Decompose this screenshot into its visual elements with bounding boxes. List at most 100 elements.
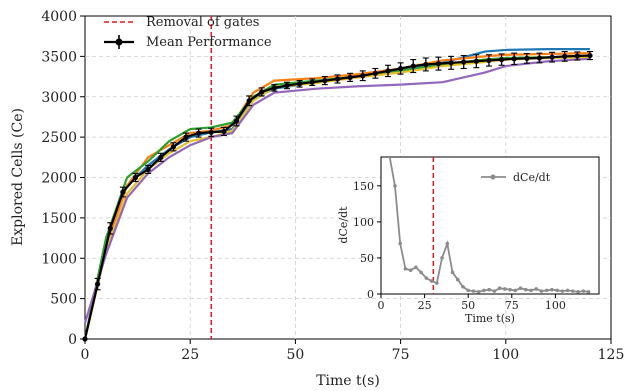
inset-plot: 0 25 50 75 100 0 50 100 150 Time t(s) dCe/dt dC… <box>337 156 600 325</box>
mean-point <box>284 82 290 89</box>
inset-rate-point <box>487 287 491 292</box>
mean-point <box>562 53 568 59</box>
inset-x-axis-label: Time t(s) <box>465 312 515 325</box>
mean-point <box>385 68 391 74</box>
main-x-tick-label: 100 <box>492 347 519 363</box>
inset-y-tick-label: 150 <box>353 180 374 193</box>
inset-rate-point <box>476 290 481 294</box>
mean-point <box>372 70 378 76</box>
inset-x-ticks: 0 25 50 75 100 <box>378 294 566 312</box>
run-line-5 <box>83 57 591 324</box>
mean-point <box>132 174 139 181</box>
main-x-ticks: 0 25 50 75 100 125 <box>81 339 624 363</box>
mean-point <box>498 57 505 63</box>
main-x-tick-label: 25 <box>181 347 199 363</box>
inset-rate-point <box>408 268 413 273</box>
mean-point <box>347 74 353 80</box>
mean-point <box>259 89 265 95</box>
mean-point <box>233 118 240 124</box>
mean-point <box>271 85 277 91</box>
inset-x-tick-label: 0 <box>378 299 385 312</box>
mean-point <box>524 55 530 61</box>
inset-legend-label: dCe/dt <box>513 171 551 184</box>
mean-point <box>574 53 580 59</box>
inset-rate-point <box>544 288 549 293</box>
inset-rate-point <box>466 288 471 293</box>
inset-rate-point <box>555 288 559 293</box>
main-y-axis-label: Explored Cells (Ce) <box>10 108 26 246</box>
main-y-tick-label: 2500 <box>41 130 77 146</box>
inset-y-ticks: 0 50 100 150 <box>353 180 381 301</box>
inset-rate-point <box>419 270 423 275</box>
main-runs <box>83 48 591 340</box>
inset-rate-point <box>508 287 512 292</box>
mean-point <box>549 54 555 60</box>
legend-vline-label: Removal of gates <box>146 15 259 30</box>
inset-rate-point <box>518 286 523 291</box>
mean-point <box>536 55 543 61</box>
mean-point <box>461 59 467 65</box>
inset-rate-point <box>560 289 565 293</box>
run-line-2 <box>83 52 590 340</box>
inset-rate-point <box>534 287 539 291</box>
inset-legend: dCe/dt <box>481 171 551 184</box>
inset-rate-point <box>492 289 497 293</box>
mean-point <box>410 63 416 69</box>
inset-rate-point <box>450 270 455 275</box>
main-y-tick-label: 0 <box>68 332 77 348</box>
inset-x-tick-label: 100 <box>545 299 566 312</box>
inset-rate-point <box>393 184 397 188</box>
mean-point <box>158 154 164 160</box>
mean-point <box>587 52 593 59</box>
inset-x-tick-label: 75 <box>505 299 519 312</box>
main-y-tick-label: 3000 <box>41 90 77 106</box>
main-y-tick-label: 4000 <box>41 9 77 25</box>
main-mean-series <box>82 50 593 342</box>
mean-point <box>208 129 214 135</box>
mean-point <box>170 144 176 150</box>
mean-point <box>486 57 492 64</box>
inset-series <box>388 156 591 294</box>
inset-rate-point <box>503 287 507 291</box>
main-x-tick-label: 50 <box>286 347 304 363</box>
inset-rate-point <box>429 279 434 283</box>
main-legend: Removal of gates Mean Performance <box>104 15 272 50</box>
inset-y-tick-label: 50 <box>360 252 374 265</box>
mean-point <box>183 134 189 140</box>
mean-point <box>360 73 366 79</box>
inset-rate-point <box>424 276 429 280</box>
inset-y-tick-label: 0 <box>367 288 374 301</box>
mean-point <box>297 81 303 87</box>
mean-point <box>95 281 101 287</box>
inset-rate-point <box>461 284 465 289</box>
inset-rate-point <box>440 256 444 260</box>
inset-y-axis-label: dCe/dt <box>337 206 350 244</box>
mean-point <box>423 61 429 68</box>
main-x-tick-label: 0 <box>81 347 90 363</box>
legend-mean-label: Mean Performance <box>146 35 272 50</box>
inset-rate-point <box>497 286 502 291</box>
inset-rate-point <box>565 288 570 293</box>
mean-point <box>322 78 328 84</box>
inset-rate-point <box>398 241 402 246</box>
mean-point <box>398 65 404 72</box>
inset-rate-point <box>513 288 518 293</box>
mean-point <box>120 189 126 195</box>
main-y-tick-label: 2000 <box>41 171 77 187</box>
inset-legend-marker <box>490 174 496 180</box>
inset-rate-point <box>445 241 450 246</box>
inset-rate-point <box>550 287 554 292</box>
main-y-tick-label: 3500 <box>41 49 77 65</box>
inset-rate-point <box>414 265 418 270</box>
mean-point <box>473 58 479 64</box>
main-y-tick-label: 1000 <box>41 251 77 267</box>
inset-rate-point <box>482 288 486 293</box>
inset-rate-point <box>435 281 439 285</box>
inset-rate-point <box>571 289 575 293</box>
inset-rate-point <box>529 288 533 293</box>
inset-rate-point <box>576 290 580 294</box>
main-y-tick-label: 500 <box>50 292 77 308</box>
mean-point <box>145 166 151 173</box>
mean-point <box>221 128 227 135</box>
